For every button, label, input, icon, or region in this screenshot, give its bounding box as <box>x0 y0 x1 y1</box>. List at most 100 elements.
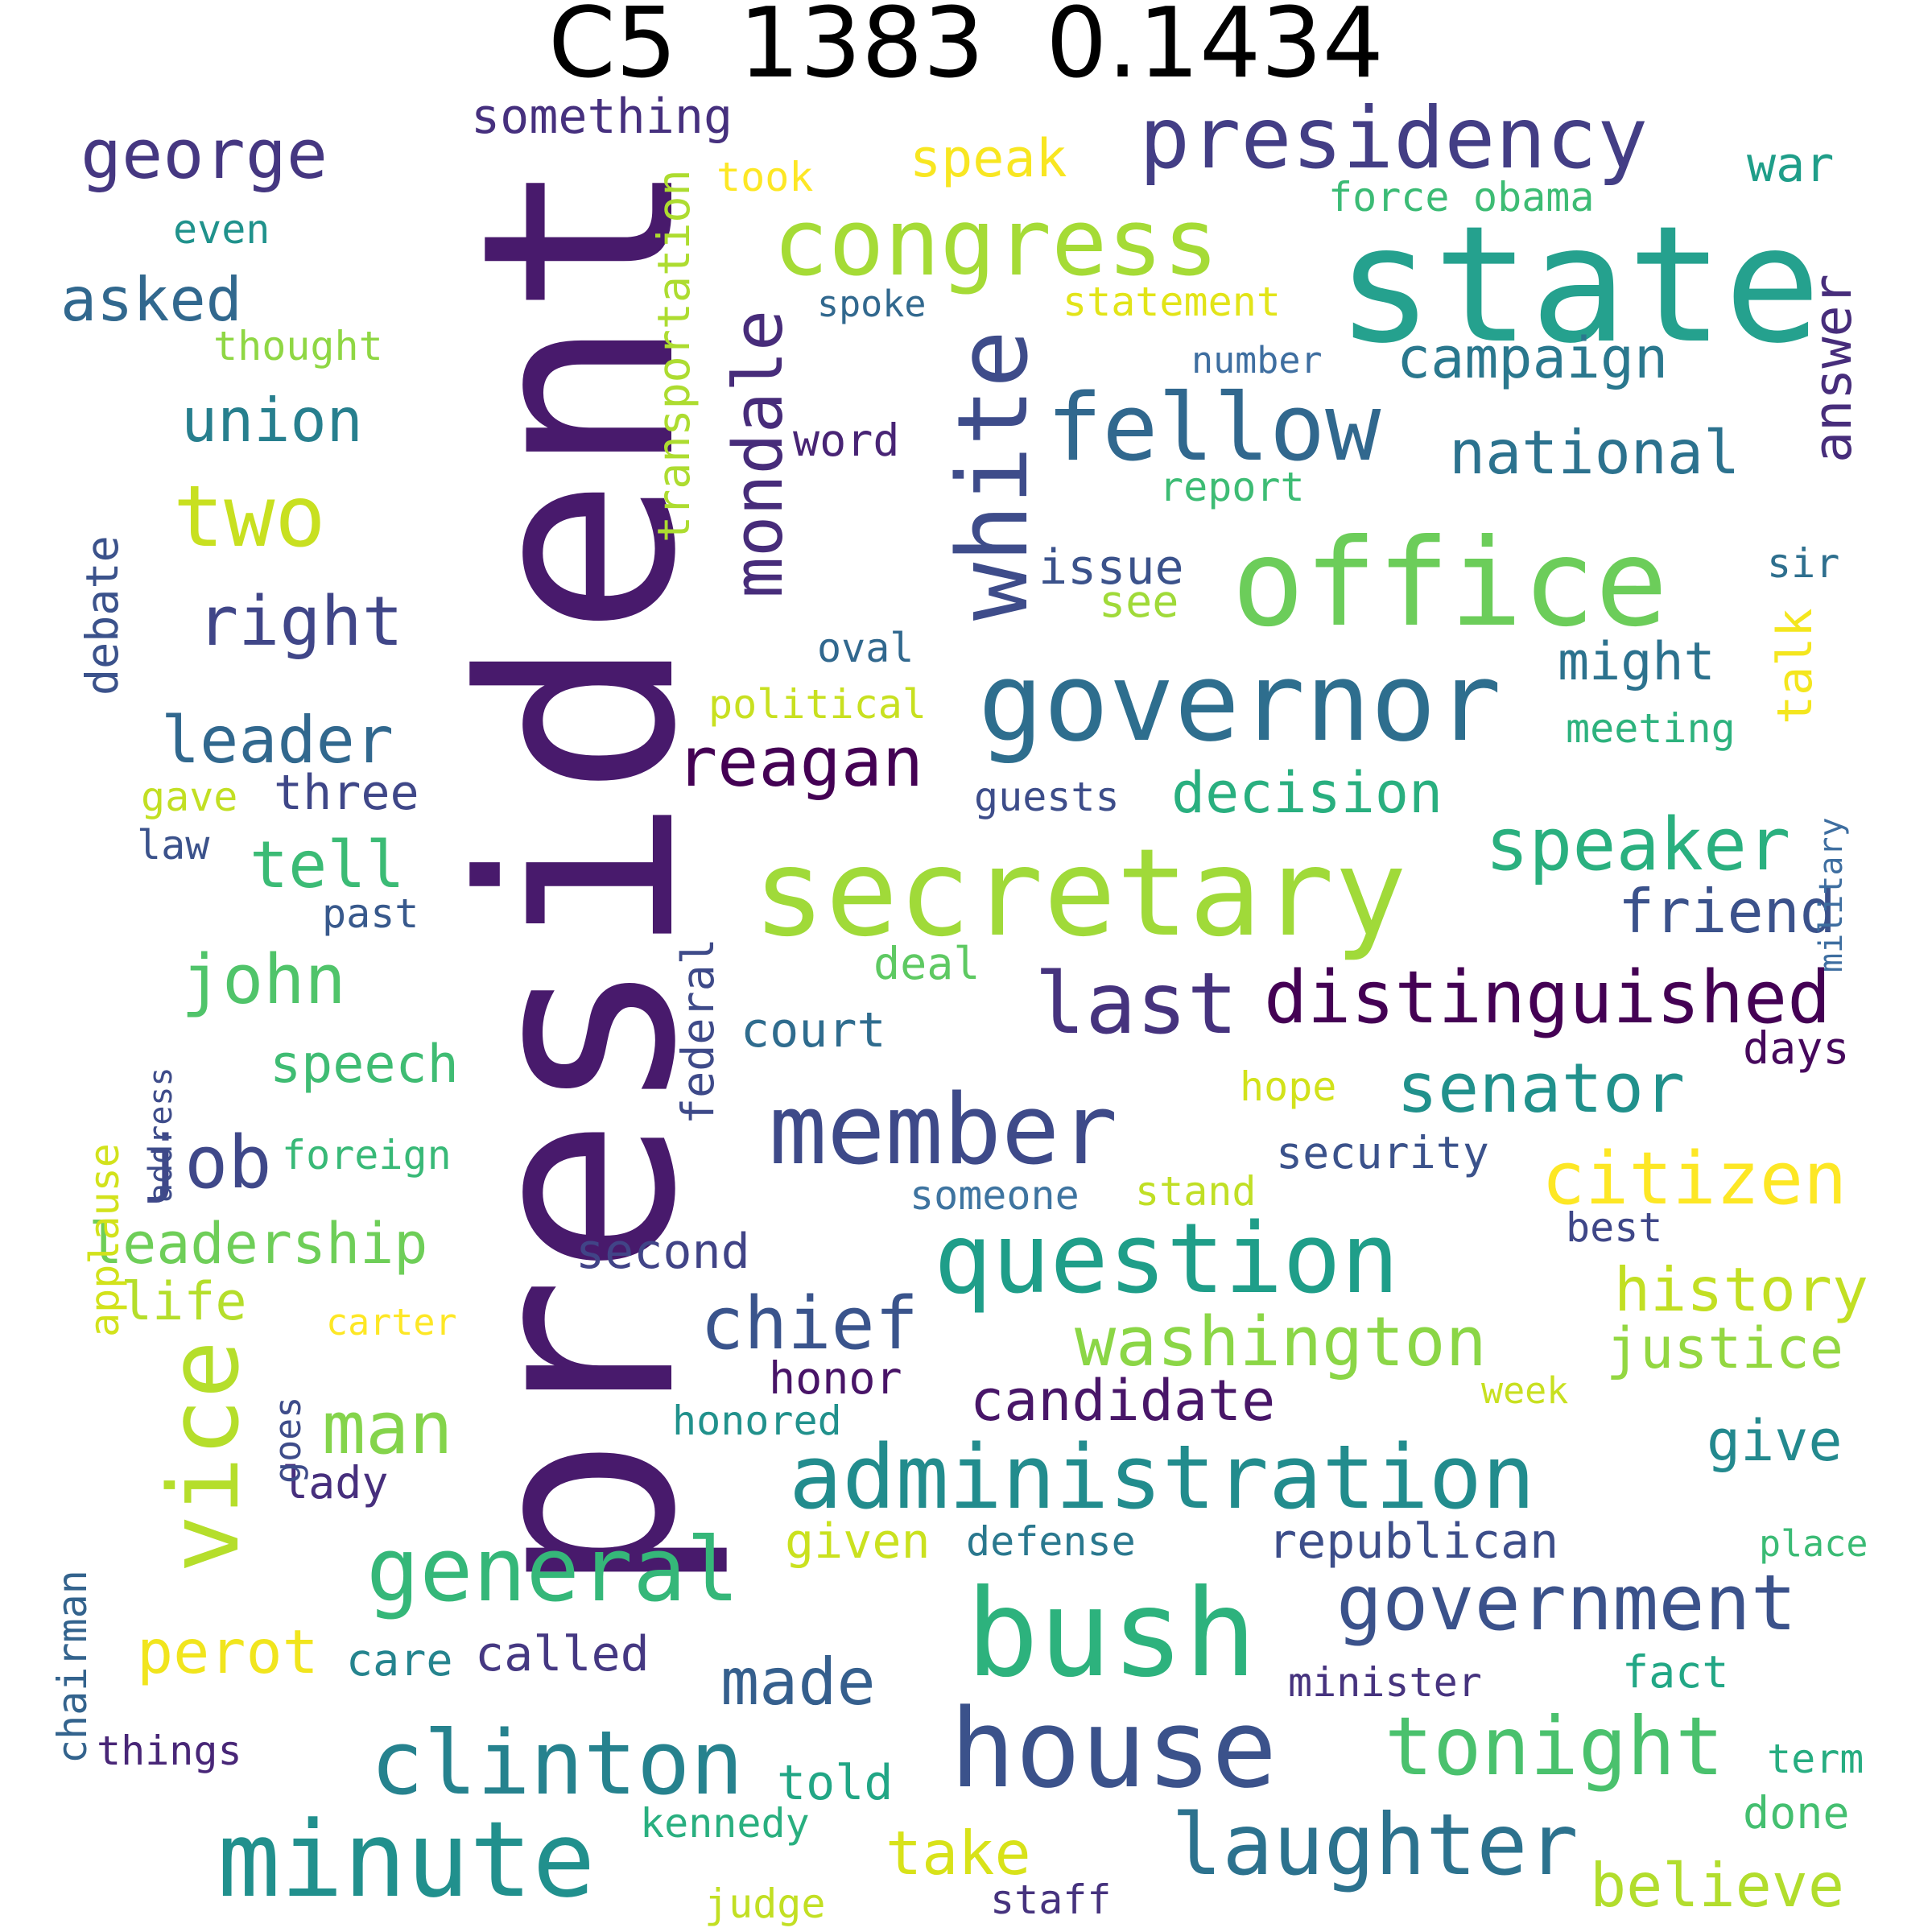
word-oval: oval <box>817 625 914 671</box>
word-term: term <box>1767 1736 1864 1782</box>
word-chief: chief <box>700 1282 919 1366</box>
word-issue: issue <box>1038 539 1184 596</box>
word-judge: judge <box>704 1880 826 1927</box>
word-justice: justice <box>1606 1315 1844 1381</box>
word-chairman: chairman <box>49 1570 96 1764</box>
word-laughter: laughter <box>1171 1796 1579 1894</box>
word-believe: believe <box>1590 1850 1845 1921</box>
word-kennedy: kennedy <box>640 1800 810 1847</box>
word-federal: federal <box>672 938 724 1125</box>
word-distinguished: distinguished <box>1264 956 1831 1040</box>
word-honor: honor <box>769 1352 902 1404</box>
word-days: days <box>1743 1022 1850 1074</box>
word-place: place <box>1759 1522 1868 1565</box>
word-report: report <box>1159 464 1305 510</box>
word-given: given <box>785 1513 931 1570</box>
word-john: john <box>181 940 346 1020</box>
word-goes: goes <box>266 1396 309 1484</box>
word-political: political <box>708 681 927 728</box>
word-thought: thought <box>213 323 383 369</box>
word-minute: minute <box>217 1798 596 1921</box>
word-meeting: meeting <box>1566 705 1736 752</box>
word-even: even <box>173 206 270 253</box>
word-republican: republican <box>1268 1513 1559 1570</box>
word-secretary: secretary <box>753 824 1407 964</box>
word-honored: honored <box>672 1397 842 1444</box>
word-leader: leader <box>161 703 394 778</box>
word-tonight: tonight <box>1385 1699 1724 1794</box>
word-foreign: foreign <box>282 1132 452 1179</box>
word-deal: deal <box>873 938 980 989</box>
word-something: something <box>471 89 733 145</box>
word-told: told <box>777 1755 894 1811</box>
word-care: care <box>346 1634 453 1686</box>
word-house: house <box>950 1686 1278 1812</box>
word-three: three <box>274 765 419 821</box>
word-decision: decision <box>1171 760 1443 826</box>
word-gave: gave <box>141 774 238 820</box>
word-history: history <box>1614 1254 1869 1325</box>
word-defense: defense <box>966 1518 1136 1565</box>
word-hope: hope <box>1240 1063 1337 1110</box>
word-second: second <box>576 1224 750 1280</box>
word-debate: debate <box>76 535 128 696</box>
word-things: things <box>97 1728 242 1774</box>
word-speak: speak <box>910 129 1067 189</box>
word-best: best <box>1566 1204 1663 1251</box>
word-white: white <box>938 329 1050 621</box>
word-right: right <box>197 582 403 662</box>
word-man: man <box>322 1386 453 1471</box>
word-national: national <box>1449 417 1740 488</box>
word-office: office <box>1232 514 1668 654</box>
word-answer: answer <box>1803 274 1864 463</box>
word-clinton: clinton <box>370 1711 744 1814</box>
word-fellow: fellow <box>1046 374 1381 482</box>
word-job: job <box>141 1121 272 1205</box>
word-force: force <box>1328 174 1450 221</box>
word-give: give <box>1707 1408 1843 1474</box>
word-spoke: spoke <box>817 283 927 325</box>
word-life: life <box>121 1272 247 1332</box>
word-week: week <box>1481 1369 1569 1412</box>
word-congress: congress <box>773 189 1219 297</box>
word-someone: someone <box>910 1172 1080 1219</box>
word-mondale: mondale <box>719 309 799 598</box>
word-presidency: presidency <box>1139 89 1649 188</box>
word-took: took <box>716 154 814 200</box>
word-see: see <box>1099 576 1179 627</box>
word-senator: senator <box>1397 1049 1686 1129</box>
word-talk: talk <box>1767 608 1823 725</box>
word-speech: speech <box>270 1034 459 1095</box>
word-guests: guests <box>974 774 1120 820</box>
word-transportation: transportation <box>648 169 700 543</box>
word-sir: sir <box>1767 540 1840 587</box>
chart-title: C5 1383 0.1434 <box>548 0 1384 100</box>
word-stand: stand <box>1135 1168 1257 1215</box>
word-leadership: leadership <box>89 1211 428 1277</box>
word-campaign: campaign <box>1397 325 1669 391</box>
word-called: called <box>475 1626 650 1682</box>
word-staff: staff <box>990 1876 1112 1923</box>
word-last: last <box>1034 955 1238 1053</box>
word-washington: washington <box>1075 1302 1487 1382</box>
word-might: might <box>1558 632 1715 692</box>
word-general: general <box>366 1518 740 1621</box>
word-statement: statement <box>1063 279 1281 325</box>
word-asked: asked <box>60 264 242 335</box>
word-george: george <box>80 115 328 195</box>
word-administration: administration <box>789 1426 1536 1529</box>
word-bush: bush <box>966 1564 1257 1704</box>
word-governor: governor <box>978 639 1502 766</box>
word-word: word <box>793 415 900 466</box>
word-two: two <box>173 468 326 566</box>
word-take: take <box>886 1818 1031 1889</box>
word-fact: fact <box>1622 1646 1729 1698</box>
word-law: law <box>137 822 210 869</box>
word-done: done <box>1743 1787 1850 1839</box>
word-lady: lady <box>282 1457 389 1509</box>
word-address: address <box>142 1067 180 1203</box>
word-government: government <box>1336 1559 1797 1648</box>
word-number: number <box>1191 339 1323 382</box>
word-candidate: candidate <box>970 1368 1276 1434</box>
